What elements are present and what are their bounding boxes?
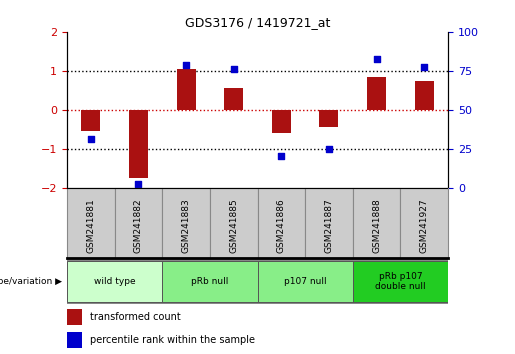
Text: GSM241885: GSM241885 <box>229 198 238 253</box>
FancyBboxPatch shape <box>353 188 401 258</box>
FancyBboxPatch shape <box>305 188 353 258</box>
Point <box>325 146 333 152</box>
Text: GSM241927: GSM241927 <box>420 198 428 253</box>
Text: GSM241881: GSM241881 <box>87 198 95 253</box>
FancyBboxPatch shape <box>210 188 258 258</box>
Text: GSM241887: GSM241887 <box>324 198 333 253</box>
Bar <box>415 81 434 110</box>
Point <box>420 64 428 70</box>
FancyBboxPatch shape <box>258 261 353 302</box>
Text: pRb p107
double null: pRb p107 double null <box>375 272 426 291</box>
Text: wild type: wild type <box>94 277 135 286</box>
FancyBboxPatch shape <box>67 188 114 258</box>
Point <box>372 56 381 62</box>
FancyBboxPatch shape <box>114 188 162 258</box>
Bar <box>367 77 386 110</box>
FancyBboxPatch shape <box>401 188 448 258</box>
Text: pRb null: pRb null <box>191 277 229 286</box>
Bar <box>224 88 243 110</box>
Point <box>134 181 143 187</box>
Point <box>230 66 238 72</box>
FancyBboxPatch shape <box>162 261 258 302</box>
FancyBboxPatch shape <box>258 188 305 258</box>
Text: transformed count: transformed count <box>90 312 181 322</box>
Bar <box>129 110 148 178</box>
Text: genotype/variation ▶: genotype/variation ▶ <box>0 277 62 286</box>
Bar <box>67 309 82 325</box>
FancyBboxPatch shape <box>67 261 162 302</box>
Point <box>277 154 285 159</box>
Point <box>182 62 190 68</box>
FancyBboxPatch shape <box>162 188 210 258</box>
Bar <box>319 110 338 127</box>
Text: p107 null: p107 null <box>284 277 327 286</box>
Text: GSM241886: GSM241886 <box>277 198 286 253</box>
FancyBboxPatch shape <box>353 261 448 302</box>
Bar <box>81 110 100 131</box>
Bar <box>177 69 196 110</box>
Point <box>87 136 95 142</box>
Text: GSM241883: GSM241883 <box>182 198 191 253</box>
Text: GSM241888: GSM241888 <box>372 198 381 253</box>
Text: percentile rank within the sample: percentile rank within the sample <box>90 335 255 346</box>
Text: GSM241882: GSM241882 <box>134 198 143 253</box>
Bar <box>272 110 291 133</box>
Bar <box>67 332 82 348</box>
Title: GDS3176 / 1419721_at: GDS3176 / 1419721_at <box>185 16 330 29</box>
